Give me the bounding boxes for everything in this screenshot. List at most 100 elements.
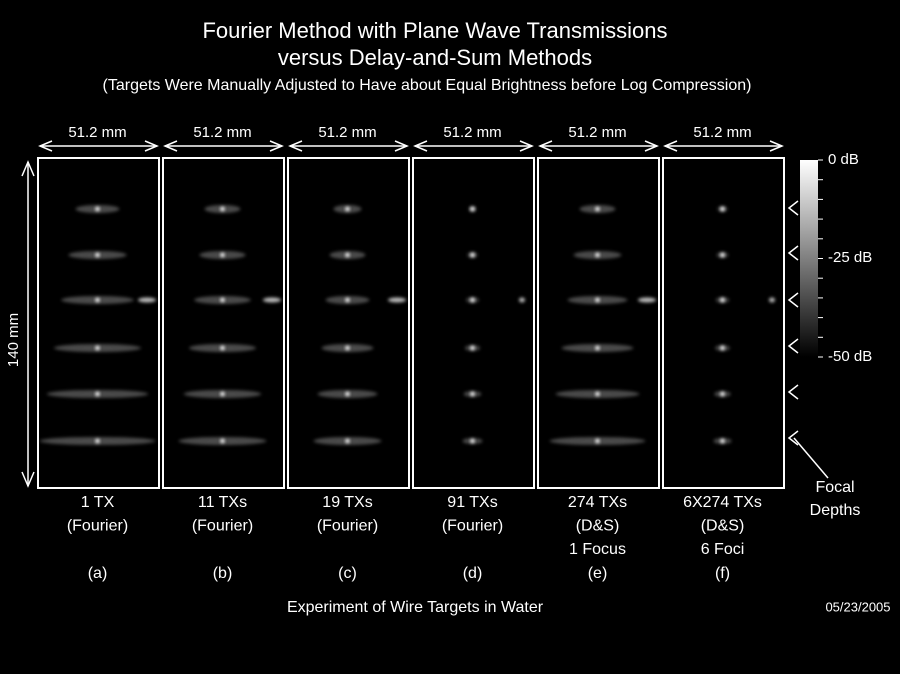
target-core	[220, 438, 225, 444]
target-core	[720, 438, 725, 444]
image-panel	[287, 157, 410, 489]
depth-arrowheads	[21, 160, 35, 488]
target-core	[595, 345, 600, 351]
width-arrowheads	[163, 140, 284, 152]
width-arrowheads	[288, 140, 409, 152]
target-core	[470, 252, 475, 258]
width-label: 51.2 mm	[68, 124, 126, 141]
width-arrowheads	[663, 140, 784, 152]
colorbar	[800, 160, 818, 357]
focal-marker	[787, 338, 799, 354]
title-line: Fourier Method with Plane Wave Transmiss…	[202, 18, 667, 43]
target-core	[345, 252, 350, 258]
target-core	[95, 345, 100, 351]
target-core	[345, 391, 350, 397]
target-core	[345, 297, 350, 303]
focal-marker	[787, 430, 799, 446]
target-core	[220, 345, 225, 351]
target-core	[595, 252, 600, 258]
width-label: 51.2 mm	[568, 124, 626, 141]
width-label: 51.2 mm	[318, 124, 376, 141]
panel-caption: 274 TXs	[568, 494, 627, 511]
width-label: 51.2 mm	[443, 124, 501, 141]
panel-letter: (a)	[88, 565, 108, 582]
side-target	[138, 297, 156, 303]
side-target	[638, 297, 656, 303]
focal-label: Depths	[810, 502, 861, 519]
target-core	[720, 391, 725, 397]
colorbar-label: 0 dB	[828, 151, 859, 168]
width-arrowheads	[538, 140, 659, 152]
target-core	[470, 206, 475, 212]
image-panel	[662, 157, 785, 489]
panel-letter: (f)	[715, 565, 730, 582]
panel-caption: (D&S)	[701, 518, 745, 535]
target-core	[95, 206, 100, 212]
width-arrowheads	[38, 140, 159, 152]
footer-caption: Experiment of Wire Targets in Water	[287, 599, 544, 616]
target-core	[595, 297, 600, 303]
side-target	[519, 297, 525, 303]
target-core	[95, 391, 100, 397]
panel-caption: 1 TX	[81, 494, 115, 511]
image-panel	[162, 157, 285, 489]
panel-caption: (Fourier)	[67, 518, 128, 535]
footer-date: 05/23/2005	[825, 599, 890, 614]
focal-marker	[787, 200, 799, 216]
pointer-line	[793, 437, 829, 479]
colorbar-label: -50 dB	[828, 348, 872, 365]
target-core	[470, 438, 475, 444]
focal-marker	[787, 384, 799, 400]
focal-marker	[787, 245, 799, 261]
target-core	[720, 206, 725, 212]
panel-caption: 6 Foci	[701, 541, 745, 558]
image-panel	[412, 157, 535, 489]
depth-label: 140 mm	[5, 313, 22, 367]
target-core	[220, 297, 225, 303]
side-target	[388, 297, 406, 303]
image-panel	[37, 157, 160, 489]
panel-caption: (Fourier)	[317, 518, 378, 535]
panel-caption: 1 Focus	[569, 541, 626, 558]
target-core	[720, 345, 725, 351]
target-core	[345, 345, 350, 351]
target-core	[720, 252, 725, 258]
panel-letter: (b)	[213, 565, 233, 582]
subtitle: (Targets Were Manually Adjusted to Have …	[103, 77, 752, 94]
target-core	[220, 252, 225, 258]
target-core	[595, 438, 600, 444]
panel-caption: (Fourier)	[442, 518, 503, 535]
panel-caption: 6X274 TXs	[683, 494, 762, 511]
width-label: 51.2 mm	[193, 124, 251, 141]
target-core	[470, 297, 475, 303]
target-core	[95, 438, 100, 444]
colorbar-label: -25 dB	[828, 249, 872, 266]
side-target	[769, 297, 775, 303]
panel-caption: 19 TXs	[322, 494, 372, 511]
target-core	[220, 391, 225, 397]
target-core	[470, 345, 475, 351]
width-label: 51.2 mm	[693, 124, 751, 141]
panel-caption: (Fourier)	[192, 518, 253, 535]
panel-caption: 91 TXs	[447, 494, 497, 511]
side-target	[263, 297, 281, 303]
target-core	[95, 297, 100, 303]
image-panel	[537, 157, 660, 489]
title-line: versus Delay-and-Sum Methods	[278, 45, 592, 70]
width-arrowheads	[413, 140, 534, 152]
focal-marker	[787, 292, 799, 308]
target-core	[345, 206, 350, 212]
target-core	[345, 438, 350, 444]
panel-caption: (D&S)	[576, 518, 620, 535]
panel-letter: (d)	[463, 565, 483, 582]
focal-label: Focal	[815, 479, 854, 496]
panel-letter: (c)	[338, 565, 357, 582]
target-core	[470, 391, 475, 397]
target-core	[595, 206, 600, 212]
target-core	[595, 391, 600, 397]
panel-letter: (e)	[588, 565, 608, 582]
target-core	[720, 297, 725, 303]
target-core	[220, 206, 225, 212]
